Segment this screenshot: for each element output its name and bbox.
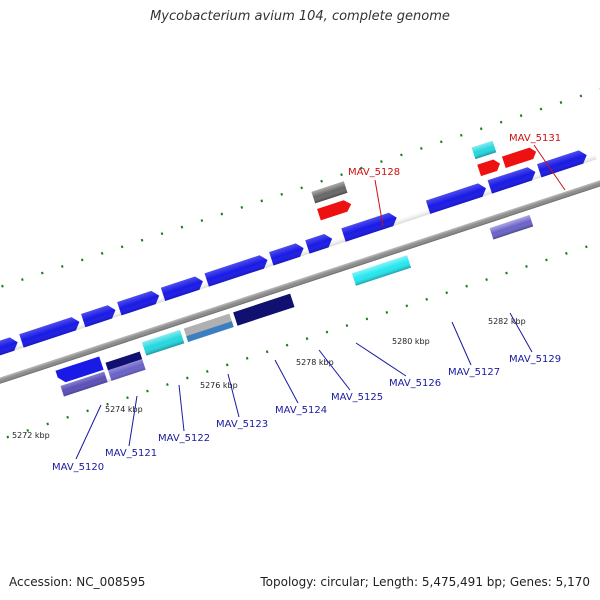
kbp-label: 5282 kbp — [488, 317, 526, 326]
kbp-label: 5276 kbp — [200, 381, 238, 390]
forward-strand-outer-track — [311, 140, 497, 204]
gene-label-mav5128[interactable]: MAV_5128 — [348, 167, 400, 178]
gene-label-mav5125[interactable]: MAV_5125 — [331, 392, 383, 403]
gene-label-mav5127[interactable]: MAV_5127 — [448, 367, 500, 378]
gene-label-mav5124[interactable]: MAV_5124 — [275, 405, 327, 416]
gene-label-mav5121[interactable]: MAV_5121 — [105, 448, 157, 459]
kbp-label: 5274 kbp — [105, 405, 143, 414]
forward-strand-track — [0, 145, 597, 366]
genome-stats-text: Topology: circular; Length: 5,475,491 bp… — [260, 575, 590, 589]
gene-labels: MAV_5120 MAV_5121 MAV_5122 MAV_5123 MAV_… — [52, 133, 561, 473]
gene-label-leaders — [75, 144, 566, 460]
kbp-scale-labels: 5272 kbp 5274 kbp 5276 kbp 5278 kbp 5280… — [12, 317, 526, 440]
kbp-label: 5272 kbp — [12, 431, 50, 440]
kbp-label: 5278 kbp — [296, 358, 334, 367]
map-title: Mycobacterium avium 104, complete genome — [150, 9, 450, 24]
reverse-strand-track — [55, 214, 534, 397]
gene-label-mav5123[interactable]: MAV_5123 — [216, 419, 268, 430]
kbp-label: 5280 kbp — [392, 337, 430, 346]
accession-text: Accession: NC_008595 — [9, 575, 146, 589]
gene-label-mav5131[interactable]: MAV_5131 — [509, 133, 561, 144]
gene-mav5131-feature[interactable] — [477, 158, 502, 177]
tick-marks-outer — [0, 8, 600, 386]
gene-mav5120-feature[interactable] — [55, 356, 104, 384]
gene-mav5121-cds[interactable] — [105, 351, 143, 371]
gene-label-mav5120[interactable]: MAV_5120 — [52, 462, 104, 473]
gene-mav5128-feature[interactable] — [317, 198, 353, 221]
gene-label-mav5122[interactable]: MAV_5122 — [158, 433, 210, 444]
gene-label-mav5126[interactable]: MAV_5126 — [389, 378, 441, 389]
gene-label-mav5129[interactable]: MAV_5129 — [509, 354, 561, 365]
gene-feature[interactable] — [501, 146, 538, 169]
gene-mav5124-cds[interactable] — [233, 293, 295, 326]
